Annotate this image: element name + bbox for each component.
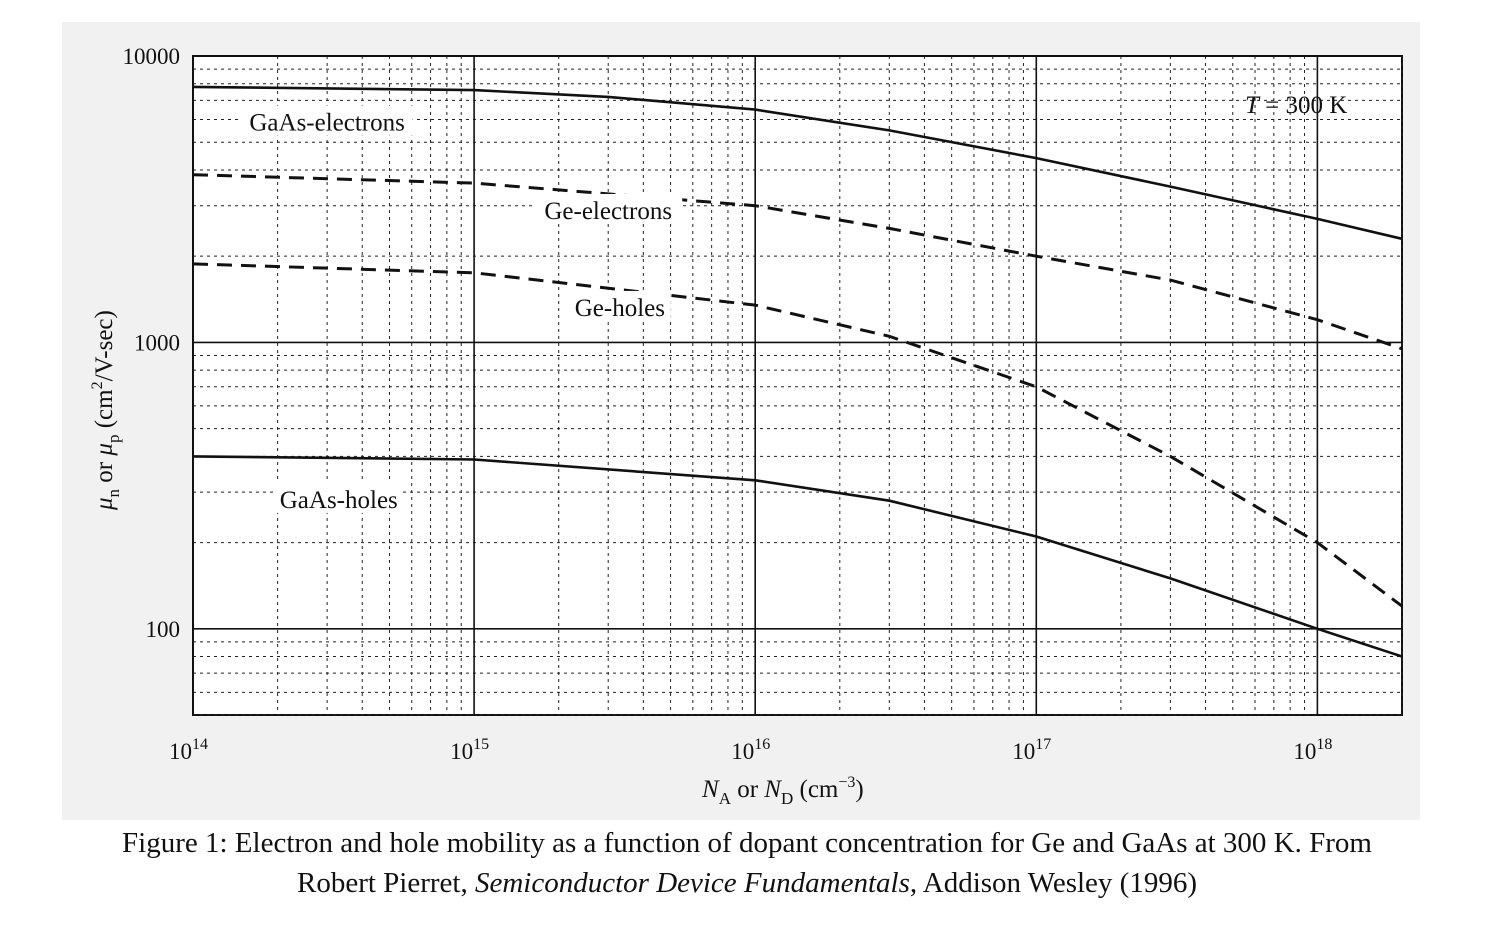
figure-panel: 10000 1000 100 1014 1015 1016 1017 1018 GaAs-el… [62,22,1420,820]
x-tick-label: 1017 [1012,736,1051,764]
major-grid [192,55,1402,715]
y-tick-label: 100 [146,617,181,642]
mobility-chart: 10000 1000 100 1014 1015 1016 1017 1018 GaAs-el… [89,44,1403,808]
caption-line-2: Robert Pierret, Semiconductor Device Fun… [0,863,1494,903]
minor-grid [192,55,1403,716]
caption-publisher: , Addison Wesley (1996) [909,867,1197,899]
x-tick-label: 1018 [1293,736,1332,764]
temperature-annotation: T = 300 K [1245,92,1347,119]
series-labels: GaAs-electrons Ge-electrons Ge-holes GaAs-h… [241,105,683,514]
caption-line-1: Figure 1: Electron and hole mobility as … [122,827,1372,859]
series-line-ge-holes [192,262,1403,608]
series-label-gaas-electrons: GaAs-electrons [249,110,405,137]
tick-labels: 10000 1000 100 1014 1015 1016 1017 1018 [123,44,1333,764]
series-label-bg [241,105,413,136]
caption-book-title: Semiconductor Device Fundamentals [474,867,910,899]
series-label-ge-holes: Ge-holes [575,295,665,322]
y-tick-label: 1000 [134,330,180,355]
series-label-bg [534,193,683,224]
x-tick-label: 1015 [450,736,489,764]
y-tick-label: 10000 [123,44,181,69]
series-line-gaas-electrons [192,85,1403,241]
series-label-gaas-holes: GaAs-holes [280,487,398,514]
series-line-ge-electrons [192,173,1403,351]
series-line-gaas-holes [192,455,1403,658]
x-tick-label: 1016 [731,736,770,764]
series-lines [192,85,1403,658]
series-label-bg [276,482,402,513]
y-axis-title: μn or μp (cm2/V-sec) [89,310,123,511]
caption-author: Robert Pierret, [297,867,475,899]
series-label-ge-electrons: Ge-electrons [544,198,672,225]
x-tick-label: 1014 [169,736,208,764]
figure-caption: Figure 1: Electron and hole mobility as … [0,823,1494,903]
series-label-bg [568,290,671,321]
plot-area [192,55,1403,716]
x-axis-title: NA or ND (cm−3) [701,774,864,808]
